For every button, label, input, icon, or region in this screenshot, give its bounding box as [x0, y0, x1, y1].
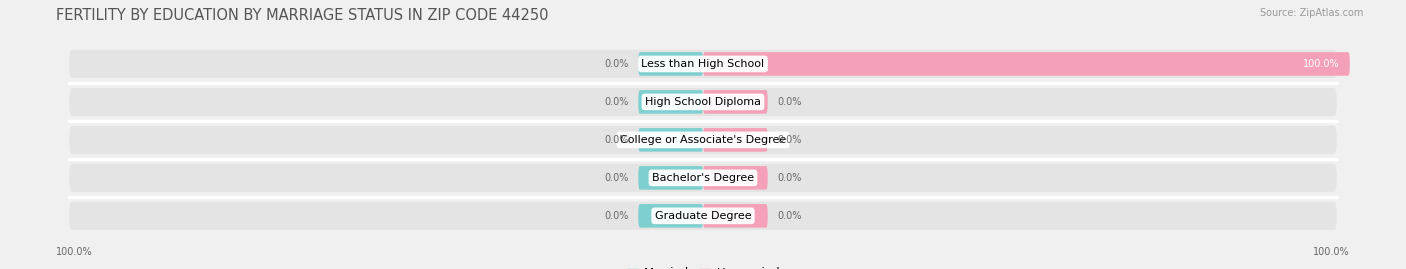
FancyBboxPatch shape — [69, 88, 1337, 116]
Text: Graduate Degree: Graduate Degree — [655, 211, 751, 221]
FancyBboxPatch shape — [638, 128, 703, 152]
Text: 100.0%: 100.0% — [1313, 247, 1350, 257]
Text: High School Diploma: High School Diploma — [645, 97, 761, 107]
Text: 0.0%: 0.0% — [605, 211, 628, 221]
FancyBboxPatch shape — [69, 202, 1337, 230]
Text: 0.0%: 0.0% — [778, 135, 801, 145]
Text: 0.0%: 0.0% — [605, 97, 628, 107]
FancyBboxPatch shape — [638, 52, 703, 76]
FancyBboxPatch shape — [638, 166, 703, 190]
Text: FERTILITY BY EDUCATION BY MARRIAGE STATUS IN ZIP CODE 44250: FERTILITY BY EDUCATION BY MARRIAGE STATU… — [56, 8, 548, 23]
FancyBboxPatch shape — [703, 52, 1350, 76]
Text: 100.0%: 100.0% — [56, 247, 93, 257]
FancyBboxPatch shape — [703, 166, 768, 190]
Text: 0.0%: 0.0% — [778, 173, 801, 183]
FancyBboxPatch shape — [703, 90, 768, 114]
Text: 100.0%: 100.0% — [1303, 59, 1340, 69]
Text: Less than High School: Less than High School — [641, 59, 765, 69]
FancyBboxPatch shape — [638, 204, 703, 228]
Text: Source: ZipAtlas.com: Source: ZipAtlas.com — [1260, 8, 1364, 18]
FancyBboxPatch shape — [703, 128, 768, 152]
FancyBboxPatch shape — [69, 126, 1337, 154]
Text: 0.0%: 0.0% — [778, 97, 801, 107]
Text: College or Associate's Degree: College or Associate's Degree — [620, 135, 786, 145]
Text: 0.0%: 0.0% — [778, 211, 801, 221]
FancyBboxPatch shape — [69, 164, 1337, 192]
Legend: Married, Unmarried: Married, Unmarried — [621, 263, 785, 269]
Text: 0.0%: 0.0% — [605, 135, 628, 145]
FancyBboxPatch shape — [638, 90, 703, 114]
Text: Bachelor's Degree: Bachelor's Degree — [652, 173, 754, 183]
FancyBboxPatch shape — [703, 204, 768, 228]
FancyBboxPatch shape — [69, 50, 1337, 78]
Text: 0.0%: 0.0% — [605, 173, 628, 183]
Text: 0.0%: 0.0% — [605, 59, 628, 69]
